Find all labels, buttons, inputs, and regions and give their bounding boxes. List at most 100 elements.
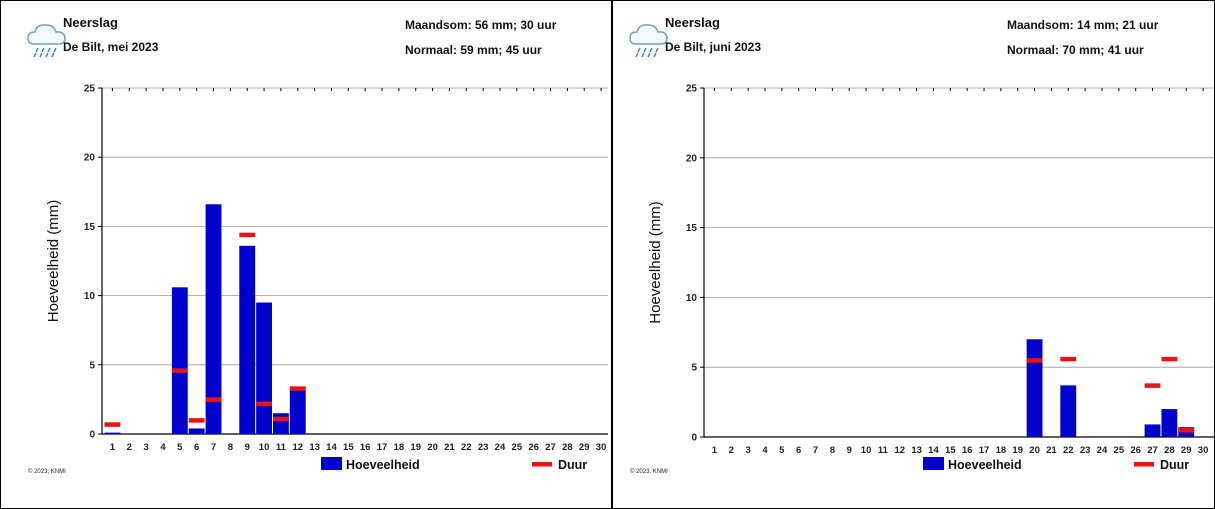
x-tick-label: 28 [562,442,573,453]
y-tick-label: 5 [89,360,95,371]
x-tick-label: 13 [911,445,922,456]
duur-marker-day-28 [1161,356,1178,362]
y-tick-label: 0 [691,433,697,444]
duur-marker-day-6 [188,418,205,423]
copyright-text: © 2023, KNMI [630,468,668,475]
x-tick-label: 10 [861,445,872,456]
x-tick-label: 15 [945,445,956,456]
legend-label-duur: Duur [558,458,587,472]
x-tick-label: 25 [1114,445,1125,456]
duur-marker-day-7 [205,397,222,402]
y-tick-label: 15 [84,222,96,233]
x-tick-label: 9 [847,445,852,456]
x-tick-label: 25 [512,442,523,453]
x-tick-label: 24 [1097,445,1108,456]
bar-day-12 [289,389,306,434]
x-tick-label: 18 [996,445,1007,456]
legend-label-duur: Duur [1160,458,1189,472]
x-tick-label: 9 [245,442,250,453]
x-tick-label: 13 [309,442,320,453]
duur-marker-day-20 [1026,358,1043,363]
x-tick-label: 8 [830,445,835,456]
x-tick-label: 4 [160,442,166,453]
normal-text: Normaal: 70 mm; 41 uur [1007,43,1144,57]
x-tick-label: 22 [1063,445,1074,456]
monthly-sum-text: Maandsom: 14 mm; 21 uur [1007,18,1159,32]
duur-marker-day-27 [1144,383,1161,388]
x-tick-label: 27 [545,442,556,453]
y-tick-label: 10 [686,293,698,304]
legend-label-hoeveelheid: Hoeveelheid [346,458,420,472]
chart-svg: Neerslag De Bilt, juni 2023 Maandsom: 14 m… [629,15,1214,475]
duur-marker-day-12 [289,386,306,391]
duur-marker-day-9 [239,232,256,238]
duur-marker-day-11 [273,416,289,422]
duur-marker-day-22 [1060,356,1077,362]
bar-day-9 [239,245,256,434]
x-tick-label: 30 [1198,445,1209,456]
x-tick-label: 27 [1147,445,1158,456]
chart-title: Neerslag [665,15,720,30]
rain-cloud-icon [629,24,668,58]
x-tick-label: 21 [444,442,455,453]
chart-title: Neerslag [63,15,118,30]
monthly-sum-text: Maandsom: 56 mm; 30 uur [405,18,557,32]
x-tick-label: 7 [813,445,818,456]
x-tick-label: 19 [1012,445,1023,456]
copyright-text: © 2023, KNMI [28,468,66,475]
y-tick-label: 0 [89,430,95,441]
y-tick-label: 5 [691,363,697,374]
x-tick-label: 15 [343,442,354,453]
y-tick-label: 15 [686,223,698,234]
x-tick-label: 11 [878,445,889,456]
y-tick-label: 10 [84,291,96,302]
normal-text: Normaal: 59 mm; 45 uur [405,43,542,57]
bar-day-11 [273,413,289,434]
bar-day-28 [1161,409,1178,437]
rain-cloud-icon [27,24,66,58]
x-tick-label: 1 [110,442,116,453]
x-tick-label: 23 [1080,445,1091,456]
bar-day-5 [171,287,188,434]
x-tick-label: 19 [410,442,421,453]
x-tick-label: 17 [979,445,990,456]
x-tick-label: 16 [962,445,973,456]
x-tick-label: 22 [461,442,472,453]
x-tick-label: 14 [326,442,337,453]
x-tick-label: 16 [360,442,371,453]
x-tick-label: 26 [1130,445,1141,456]
bar-day-6 [188,428,205,434]
x-tick-label: 2 [127,442,132,453]
legend-swatch-duur [532,462,552,467]
x-tick-label: 20 [427,442,438,453]
legend-swatch-hoeveelheid [923,457,944,470]
chart-subtitle: De Bilt, mei 2023 [63,40,159,54]
chart-panel-june: Neerslag De Bilt, juni 2023 Maandsom: 14 m… [624,6,1214,486]
x-tick-label: 6 [796,445,801,456]
duur-marker-day-1 [104,422,121,427]
x-tick-label: 24 [495,442,506,453]
duur-marker-day-10 [256,401,272,407]
x-tick-label: 1 [712,445,718,456]
bar-day-1 [104,432,121,434]
chart-subtitle: De Bilt, juni 2023 [665,40,761,54]
chart-panel-may: Neerslag De Bilt, mei 2023 Maandsom: 56 mm… [22,6,608,486]
bar-day-22 [1060,385,1077,437]
duur-marker-day-5 [171,368,188,373]
x-tick-label: 17 [377,442,388,453]
chart-svg: Neerslag De Bilt, mei 2023 Maandsom: 56 mm… [27,15,608,475]
legend-label-hoeveelheid: Hoeveelheid [948,458,1022,472]
x-tick-label: 12 [894,445,905,456]
bar-day-27 [1144,424,1161,437]
y-axis-label: Hoeveelheid (mm) [647,201,664,324]
x-tick-label: 20 [1029,445,1040,456]
legend-swatch-duur [1134,462,1154,467]
x-tick-label: 29 [1181,445,1192,456]
bar-day-7 [205,204,222,434]
x-tick-label: 28 [1164,445,1175,456]
x-tick-label: 4 [762,445,768,456]
table-divider [611,0,613,509]
x-tick-label: 29 [579,442,590,453]
x-tick-label: 14 [928,445,939,456]
y-tick-label: 25 [84,84,96,95]
